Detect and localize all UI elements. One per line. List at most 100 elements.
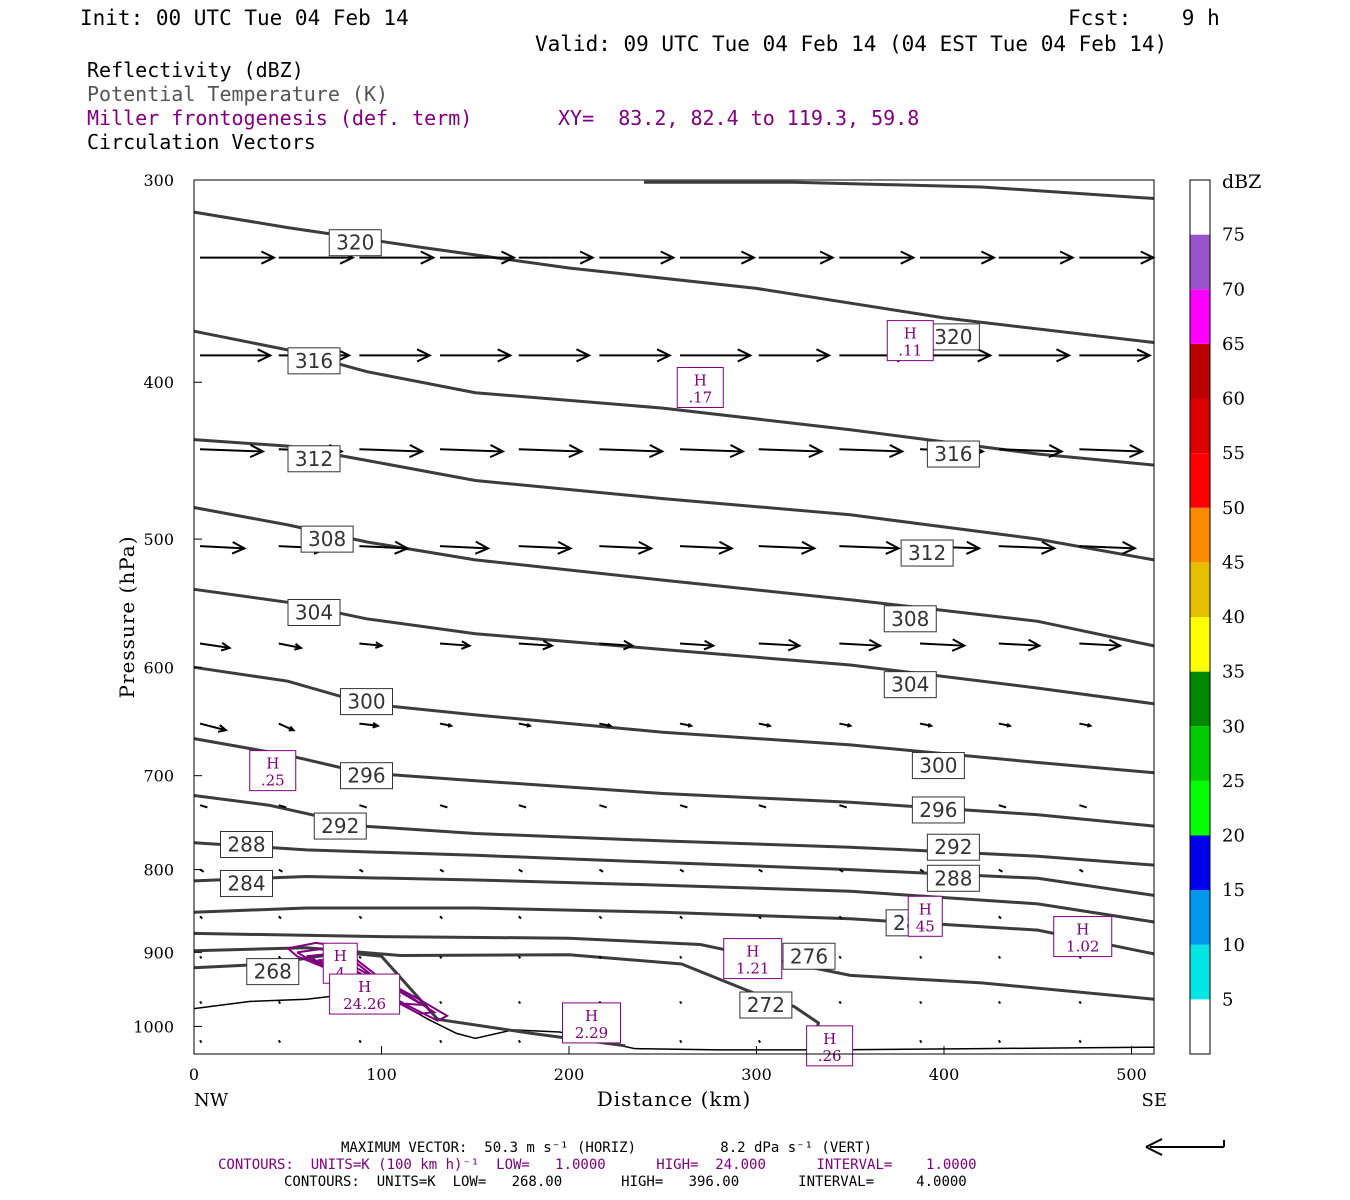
circulation-vector — [599, 348, 672, 363]
vector-head — [249, 444, 266, 459]
y-tick-label: 400 — [143, 373, 174, 392]
vector-head — [231, 541, 247, 555]
circulation-vector — [758, 638, 802, 652]
vector-shaft — [679, 955, 683, 960]
circulation-vector — [758, 868, 763, 873]
circulation-vector — [517, 955, 522, 960]
vector-shaft — [919, 868, 925, 873]
theta-label: 304 — [295, 600, 333, 624]
vector-shaft — [758, 642, 800, 647]
vector-shaft — [439, 545, 489, 550]
vector-shaft — [518, 448, 582, 453]
frontogenesis-max-value: .25 — [261, 772, 285, 790]
footer-contours-frontogenesis: CONTOURS: UNITS=K (100 km h)⁻¹ LOW= 1.00… — [218, 1157, 977, 1173]
contour-labels: 2682722762802842882882922922962963003003… — [220, 229, 1113, 1067]
vector-head — [816, 348, 832, 363]
colorbar-label: 10 — [1222, 935, 1245, 956]
frontogenesis-max-label: H — [904, 325, 917, 343]
vector-head — [649, 444, 665, 459]
vector-head — [409, 444, 425, 459]
circulation-vector — [200, 348, 273, 363]
frontogenesis-max-label: H — [823, 1030, 836, 1048]
cross-section-endpoints: XY= 83.2, 82.4 to 119.3, 59.8 — [558, 106, 920, 130]
colorbar-swatch — [1190, 507, 1210, 563]
circulation-vector — [439, 955, 443, 960]
theta-label-box — [340, 762, 393, 790]
vector-shaft — [1079, 804, 1088, 809]
vector-shaft — [359, 545, 408, 550]
theta-label-box — [926, 864, 980, 892]
circulation-vector — [1078, 1000, 1082, 1005]
frontogenesis-max-label: H — [266, 755, 279, 773]
circulation-vector — [1079, 804, 1088, 809]
colorbar-label: 50 — [1222, 498, 1245, 519]
vector-shaft — [199, 545, 245, 550]
theta-label-box — [739, 991, 793, 1019]
vector-shaft — [439, 804, 448, 809]
vector-shaft — [998, 448, 1062, 453]
frontogenesis-max-box — [676, 367, 724, 409]
vector-shaft — [1079, 448, 1143, 453]
reference-vector-arrow — [1145, 1138, 1225, 1156]
frontogenesis-max-label: H — [694, 372, 707, 390]
y-tick-label: 600 — [143, 658, 174, 677]
frontogenesis-max-value: .17 — [688, 389, 712, 407]
theta-label: 292 — [321, 814, 359, 838]
y-tick-label: 900 — [143, 943, 174, 962]
vector-head — [288, 725, 296, 732]
circulation-vector — [518, 722, 533, 728]
circulation-vector — [518, 540, 573, 555]
vector-shaft — [518, 804, 527, 809]
colorbar-swatch — [1190, 234, 1210, 290]
vector-head — [372, 721, 381, 729]
x-tick-label: 100 — [366, 1065, 397, 1084]
vector-shaft — [598, 915, 603, 920]
vector-shaft — [919, 955, 923, 960]
vector-head — [801, 540, 817, 555]
vector-head — [1048, 444, 1064, 459]
vector-head — [1129, 444, 1145, 459]
vector-shaft — [997, 1039, 1002, 1044]
vector-head — [1059, 250, 1076, 265]
theta-label: 300 — [919, 754, 957, 778]
circulation-vector — [839, 444, 905, 459]
colorbar-label: 55 — [1222, 443, 1245, 464]
circulation-vector — [997, 1000, 1002, 1005]
circulation-vector — [758, 915, 762, 920]
colorbar-swatch — [1190, 780, 1210, 836]
colorbar-swatch — [1190, 890, 1210, 945]
theta-label-box — [287, 347, 341, 375]
vector-shaft — [679, 642, 714, 647]
circulation-vector — [680, 250, 757, 265]
vector-shaft — [598, 955, 602, 960]
colorbar-swatch — [1190, 289, 1210, 344]
vector-head — [1108, 638, 1123, 652]
vector-head — [1041, 540, 1057, 555]
circulation-vector — [200, 250, 277, 265]
vector-head — [951, 638, 967, 652]
circulation-vector — [278, 642, 304, 651]
theta-label-box — [926, 440, 980, 468]
vector-shaft — [278, 642, 302, 649]
legend-potential-temperature: Potential Temperature (K) — [87, 82, 389, 106]
circulation-vector — [679, 1039, 683, 1044]
vector-shaft — [758, 804, 767, 809]
vector-shaft — [358, 955, 362, 960]
vector-head — [557, 540, 573, 555]
vector-head — [660, 250, 676, 265]
footer-contours-theta: CONTOURS: UNITS=K LOW= 268.00 HIGH= 396.… — [284, 1174, 967, 1190]
colorbar-label: 20 — [1222, 826, 1245, 847]
vector-head — [656, 348, 672, 363]
vector-shaft — [998, 545, 1055, 550]
circulation-vector — [439, 640, 472, 650]
frontogenesis-max-box — [886, 320, 934, 362]
circulation-vector — [518, 804, 527, 809]
circulation-vector — [599, 540, 654, 555]
dbz-colorbar: 5 10 15 20 25 30 35 40 45 50 55 60 65 70 75 — [1189, 179, 1245, 1055]
vector-head — [1027, 638, 1042, 652]
valid-time: Valid: 09 UTC Tue 04 Feb 14 (04 EST Tue … — [535, 32, 1168, 56]
circulation-vector — [199, 541, 247, 555]
vector-head — [1086, 722, 1093, 728]
vector-shaft — [1078, 868, 1084, 873]
y-tick-label: 500 — [143, 530, 174, 549]
